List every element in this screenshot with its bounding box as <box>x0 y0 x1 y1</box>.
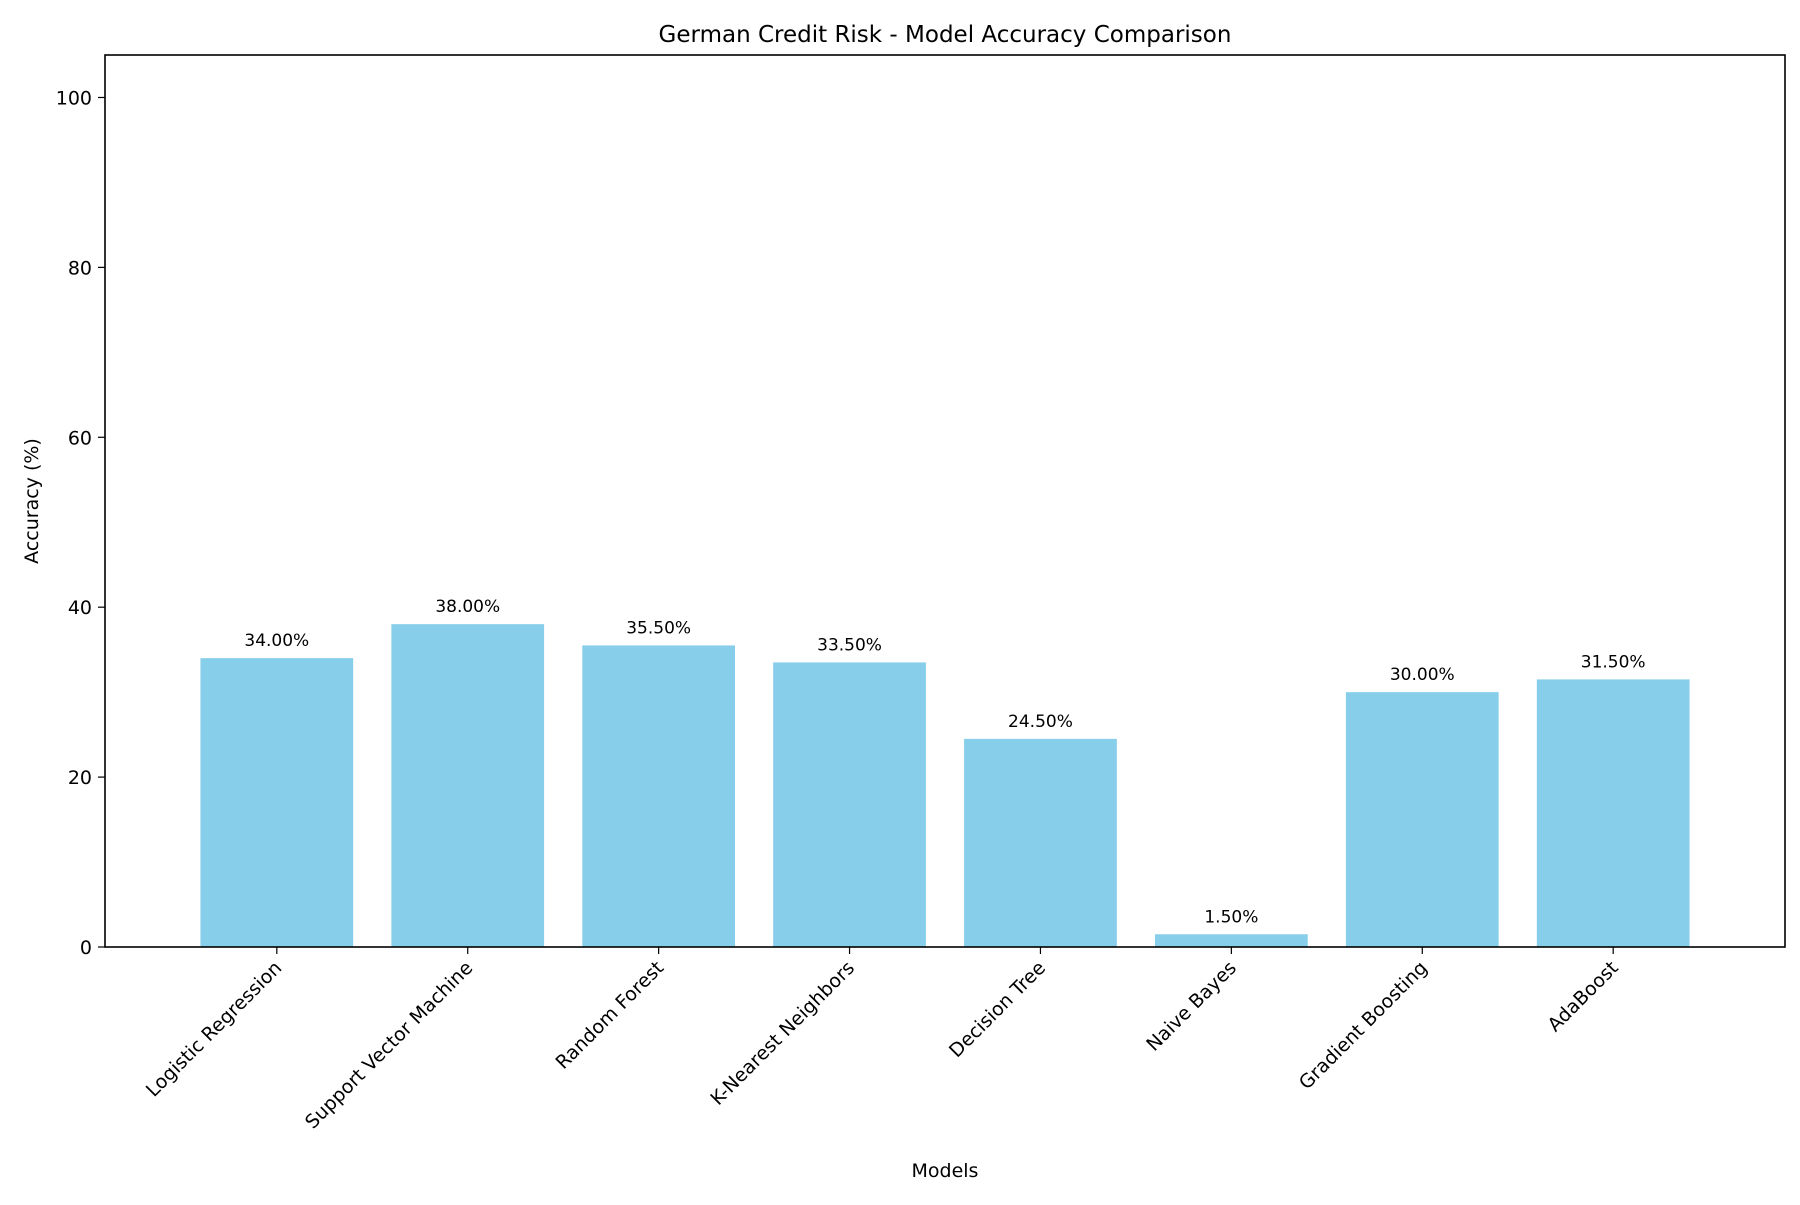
bar-value-label: 38.00% <box>435 597 500 617</box>
bar-2 <box>582 645 735 947</box>
y-axis-label: Accuracy (%) <box>21 438 43 564</box>
y-tick-label: 60 <box>68 427 92 449</box>
plot-frame <box>104 54 1786 948</box>
bar-value-label: 30.00% <box>1390 665 1455 685</box>
bar-value-label: 31.50% <box>1581 652 1646 672</box>
bar-5 <box>1155 934 1308 947</box>
bar-3 <box>773 662 926 947</box>
bar-value-label: 24.50% <box>1008 712 1073 732</box>
bar-4 <box>964 738 1117 947</box>
bar-7 <box>1536 679 1690 947</box>
bar-value-label: 34.00% <box>244 631 309 651</box>
y-tick-label: 0 <box>80 937 92 959</box>
bars-layer: 34.00% 38.00% 35.50% 33.50% 24.50% 1.50% 30.00… <box>200 597 1690 947</box>
y-tick-label: 80 <box>68 257 92 279</box>
bar-0 <box>200 658 354 947</box>
chart-title: German Credit Risk - Model Accuracy Comp… <box>659 22 1232 48</box>
y-tick-label: 20 <box>68 767 92 789</box>
y-tick-label: 40 <box>68 597 92 619</box>
x-axis-label: Models <box>912 1160 979 1182</box>
bar-value-label: 33.50% <box>817 635 882 655</box>
bar-value-label: 35.50% <box>626 618 691 638</box>
bar-6 <box>1345 692 1499 947</box>
bar-1 <box>391 624 545 947</box>
y-tick-label: 100 <box>56 87 92 109</box>
bar-value-label: 1.50% <box>1204 907 1258 927</box>
